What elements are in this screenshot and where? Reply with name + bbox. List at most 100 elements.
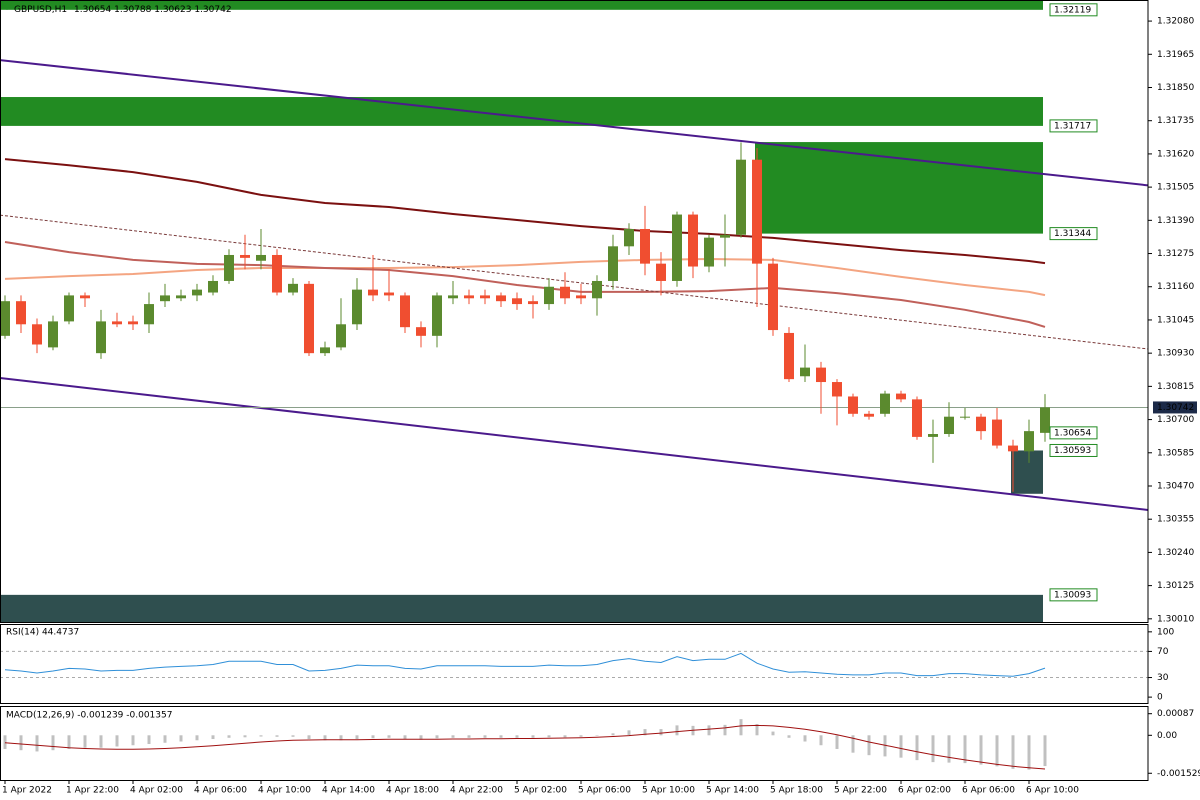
candle-body [704, 237, 714, 267]
x-tick-label: 4 Apr 14:00 [322, 786, 375, 796]
zone [0, 97, 1043, 126]
macd-bar [259, 735, 263, 737]
current-price-label: 1.30742 [1157, 403, 1194, 413]
macd-bar [211, 735, 215, 740]
macd-bar [99, 735, 103, 748]
y-tick-label: 1.31160 [1157, 282, 1194, 292]
macd-bar [339, 735, 343, 741]
level-label: 1.30593 [1054, 446, 1091, 456]
chart-header: GBPUSD,H1 1.30654 1.30788 1.30623 1.3074… [14, 5, 232, 15]
zone [755, 142, 1043, 234]
macd-bar [1011, 735, 1015, 769]
level-label-box [1049, 3, 1098, 17]
macd-bar [899, 735, 903, 758]
macd-bar [451, 735, 455, 738]
x-tick-label: 4 Apr 18:00 [386, 786, 439, 796]
panel-frame [0, 624, 1149, 704]
macd-bar [995, 735, 999, 767]
trendline [0, 377, 1149, 511]
macd-bar [851, 735, 855, 753]
candle-body [16, 301, 26, 325]
macd-bar [739, 719, 743, 736]
header-low: 1.30623 [154, 5, 191, 15]
x-tick-label: 5 Apr 18:00 [770, 786, 823, 796]
macd-bar [563, 735, 567, 738]
candle-body [224, 254, 234, 281]
header-open: 1.30654 [74, 5, 111, 15]
macd-bar [755, 724, 759, 736]
y-tick-label: 1.31505 [1157, 183, 1194, 193]
x-tick-label: 5 Apr 06:00 [578, 786, 631, 796]
level-label-box [1049, 588, 1098, 602]
macd-bar [515, 735, 519, 738]
candle-body [752, 159, 762, 264]
level-label-box [1049, 119, 1098, 133]
moving-average [4, 257, 1046, 297]
macd-bar [643, 729, 647, 736]
candle-body [896, 393, 906, 400]
x-tick-label: 5 Apr 22:00 [834, 786, 887, 796]
macd-bar [979, 735, 983, 765]
macd-bar [83, 735, 87, 748]
candle-body [128, 321, 138, 325]
candle-body [640, 228, 650, 264]
candle-body [1040, 407, 1050, 433]
level-label: 1.31717 [1054, 121, 1091, 131]
candle-body [464, 295, 474, 299]
candle-body [544, 286, 554, 305]
candle-body [368, 289, 378, 296]
current-price-box [1153, 401, 1197, 414]
candle-body [944, 416, 954, 435]
macd-bar [547, 735, 551, 738]
macd-bar [195, 735, 199, 741]
y-tick-label: 1.31620 [1157, 149, 1194, 159]
macd-bar [803, 735, 807, 742]
candle-body [832, 382, 842, 397]
panel-frame [0, 0, 1149, 623]
y-tick-label: 1.30585 [1157, 448, 1194, 458]
candle-body [720, 234, 730, 238]
indicator-line [4, 652, 1046, 677]
candle-body [144, 304, 154, 325]
candle-body [736, 159, 746, 235]
macd-bar [419, 735, 423, 740]
x-tick-label: 4 Apr 06:00 [194, 786, 247, 796]
macd-bar [627, 730, 631, 736]
macd-signal [4, 724, 1046, 770]
macd-bar [819, 735, 823, 746]
candle-body [672, 214, 682, 281]
macd-bar [579, 735, 583, 737]
macd-bar [179, 735, 183, 742]
candle-body [400, 295, 410, 328]
y-tick-label: 1.32080 [1157, 17, 1194, 27]
y-tick-label: 1.31390 [1157, 216, 1194, 226]
macd-bar [659, 729, 663, 736]
x-tick-label: 4 Apr 22:00 [450, 786, 503, 796]
candle-body [496, 295, 506, 302]
candle-body [64, 295, 74, 322]
x-tick-label: 4 Apr 10:00 [258, 786, 311, 796]
candle-body [320, 347, 330, 354]
macd-bar [35, 735, 39, 752]
macd-bar [67, 735, 71, 749]
macd-bar [1043, 735, 1047, 767]
x-tick-label: 5 Apr 14:00 [706, 786, 759, 796]
x-tick-label: 5 Apr 10:00 [642, 786, 695, 796]
y-tick-label: 1.30470 [1157, 481, 1194, 491]
x-tick-label: 6 Apr 10:00 [1026, 786, 1079, 796]
candle-body [784, 332, 794, 380]
header-high: 1.30788 [114, 5, 151, 15]
y-tick-label: 1.30240 [1157, 548, 1194, 558]
candle-body [816, 367, 826, 383]
candle-body [656, 263, 666, 281]
macd-bar [115, 735, 119, 747]
y-tick-label: 1.31275 [1157, 249, 1194, 259]
candle-body [576, 295, 586, 299]
candle-body [608, 246, 618, 281]
y-tick-label: 70 [1157, 647, 1169, 657]
candle-body [208, 280, 218, 293]
macd-bar [963, 735, 967, 764]
zone [0, 0, 1043, 10]
y-tick-label: -0.001529 [1157, 769, 1200, 779]
